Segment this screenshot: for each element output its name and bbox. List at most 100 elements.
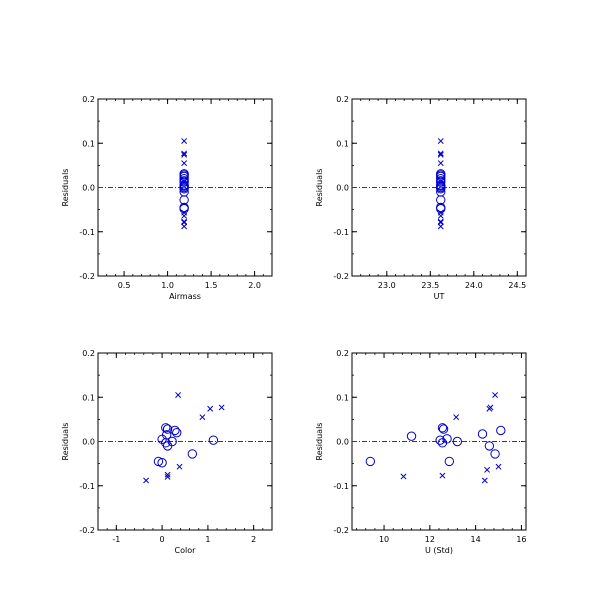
x-tick-label: 2 xyxy=(251,535,256,544)
x-tick-label: 2.0 xyxy=(248,281,261,290)
data-point-cross xyxy=(439,472,446,479)
data-point-circle xyxy=(179,177,189,187)
data-point-circle xyxy=(157,434,167,444)
data-point-circle xyxy=(438,424,449,434)
x-tick-label: 14 xyxy=(471,535,481,544)
data-point-cross xyxy=(437,218,444,225)
data-point-cross xyxy=(199,414,206,421)
y-tick-label: 0.1 xyxy=(82,393,95,402)
data-point-circle xyxy=(170,425,180,436)
data-point-circle xyxy=(444,456,455,467)
y-tick-label: 0.0 xyxy=(82,438,95,447)
y-tick-label: -0.2 xyxy=(79,526,95,535)
data-point-circle xyxy=(208,435,219,445)
data-point-cross xyxy=(181,160,188,167)
data-point-cross xyxy=(437,160,444,167)
x-axis-label: U (Std) xyxy=(425,546,453,555)
data-point-circle xyxy=(162,424,173,434)
data-point-cross xyxy=(437,223,444,230)
x-tick-label: 0 xyxy=(160,535,165,544)
data-point-cross xyxy=(181,223,188,230)
x-tick-label: -1 xyxy=(112,535,120,544)
y-tick-label: 0.0 xyxy=(82,184,95,193)
data-point-cross xyxy=(164,473,171,480)
y-tick-label: 0.2 xyxy=(336,95,349,104)
x-axis-label: UT xyxy=(434,292,445,301)
chart-panel-3: -1 0 1 2 -0.2 -0.1 0.0 0.1 0.2 Color Residuals xyxy=(61,349,273,555)
data-point-circle xyxy=(157,458,167,468)
y-tick-label: -0.1 xyxy=(79,228,95,237)
data-point-circle xyxy=(365,456,376,467)
data-point-cross xyxy=(143,477,150,484)
x-axis-label: Color xyxy=(175,546,197,555)
x-tick-label: 1.5 xyxy=(205,281,218,290)
y-axis-label: Residuals xyxy=(61,423,70,461)
data-point-cross xyxy=(437,151,444,158)
y-tick-label: -0.2 xyxy=(79,272,95,281)
data-point-cross xyxy=(486,405,493,412)
y-tick-label: 0.1 xyxy=(82,139,95,148)
data-point-circle xyxy=(187,449,198,459)
y-tick-label: 0.1 xyxy=(336,393,349,402)
data-point-circle xyxy=(172,427,182,438)
chart-panel-1: 0.5 1.0 1.5 2.0 -0.2 -0.1 0.0 0.1 0.2 Airmass Resi… xyxy=(61,95,273,301)
data-point-circle xyxy=(435,435,445,445)
x-tick-label: 1.0 xyxy=(161,281,174,290)
data-point-cross xyxy=(495,463,502,470)
chart-panel-2: 23.0 23.5 24.0 24.5 -0.2 -0.1 0.0 0.1 0.2 UT Resid… xyxy=(315,95,527,301)
data-point-cross xyxy=(175,392,182,398)
data-point-cross xyxy=(164,471,171,478)
data-point-cross xyxy=(437,212,444,219)
data-point-cross xyxy=(176,463,183,470)
data-point-circle xyxy=(452,436,463,447)
data-point-circle xyxy=(477,429,488,439)
data-point-cross xyxy=(181,150,188,157)
y-tick-label: 0.2 xyxy=(336,349,349,358)
y-tick-label: 0.0 xyxy=(336,184,349,193)
x-tick-label: 24.5 xyxy=(508,281,526,290)
x-tick-label: 16 xyxy=(516,535,526,544)
data-point-circle xyxy=(484,441,495,451)
chart-panel-4: 10 12 14 16 -0.2 -0.1 0.0 0.1 0.2 U (Std) Residual… xyxy=(315,349,527,555)
data-point-circle xyxy=(436,177,446,187)
x-tick-label: 23.5 xyxy=(421,281,439,290)
data-point-circle xyxy=(179,184,189,194)
data-point-circle xyxy=(436,184,446,194)
data-point-cross xyxy=(492,392,499,398)
data-point-cross xyxy=(181,138,188,144)
x-tick-label: 23.0 xyxy=(378,281,396,290)
data-point-cross xyxy=(181,151,188,158)
x-tick-label: 10 xyxy=(379,535,389,544)
data-point-cross xyxy=(453,414,460,421)
data-point-cross xyxy=(400,473,407,480)
x-axis-label: Airmass xyxy=(169,292,201,301)
data-point-circle xyxy=(437,423,448,433)
data-point-circle xyxy=(437,438,448,448)
data-point-cross xyxy=(437,138,444,144)
y-axis-label: Residuals xyxy=(315,423,324,461)
data-point-cross xyxy=(207,405,214,412)
data-point-cross xyxy=(181,218,188,225)
y-tick-label: 0.2 xyxy=(82,95,95,104)
data-point-circle xyxy=(490,449,500,459)
data-point-cross xyxy=(181,212,188,219)
data-point-cross xyxy=(481,477,488,484)
x-tick-label: 1 xyxy=(205,535,210,544)
data-point-circle xyxy=(162,441,173,451)
y-tick-label: 0.2 xyxy=(82,349,95,358)
y-tick-label: -0.2 xyxy=(333,526,349,535)
x-tick-label: 24.0 xyxy=(465,281,483,290)
y-axis-label: Residuals xyxy=(315,169,324,207)
x-tick-label: 12 xyxy=(425,535,435,544)
y-tick-label: 0.0 xyxy=(336,438,349,447)
y-tick-label: -0.1 xyxy=(79,482,95,491)
y-tick-label: -0.1 xyxy=(333,228,349,237)
data-point-circle xyxy=(161,438,171,448)
y-tick-label: -0.1 xyxy=(333,482,349,491)
data-point-cross xyxy=(437,150,444,157)
data-point-cross xyxy=(484,466,491,473)
y-tick-label: -0.2 xyxy=(333,272,349,281)
x-tick-label: 0.5 xyxy=(118,281,131,290)
